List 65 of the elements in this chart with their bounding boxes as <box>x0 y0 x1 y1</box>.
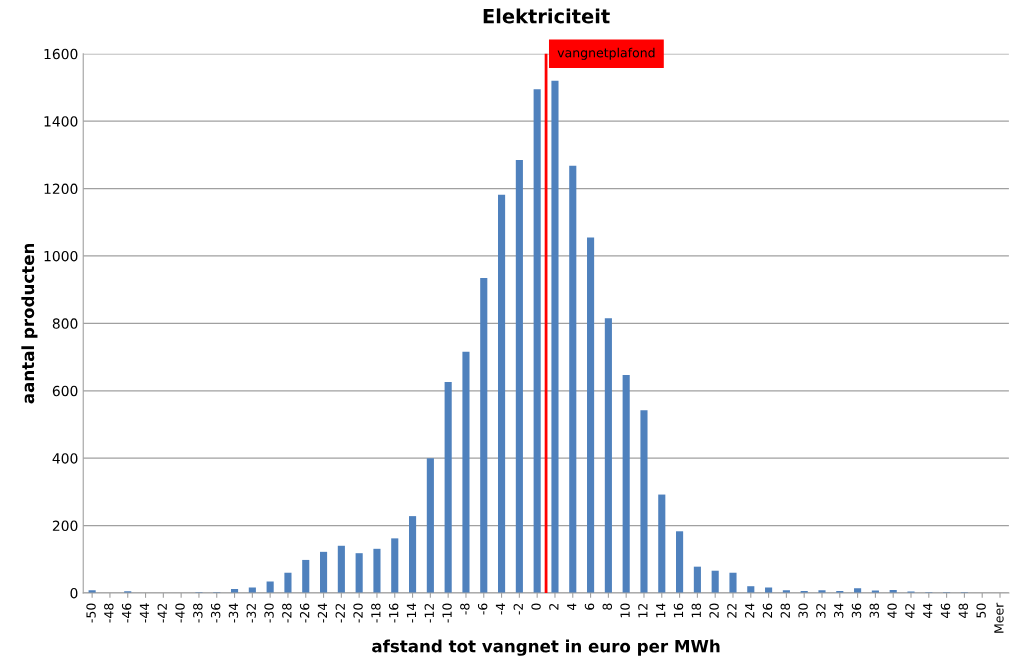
x-tick-label: 34 <box>833 603 844 618</box>
x-tick-label: -38 <box>193 603 203 623</box>
y-tick-label: 200 <box>52 520 78 532</box>
x-tick-label: 40 <box>887 603 897 618</box>
x-tick-label: -14 <box>406 603 417 623</box>
x-tick-label: -50 <box>86 603 96 623</box>
x-tick-label: 46 <box>940 603 951 618</box>
y-tick-label: 1600 <box>44 48 78 60</box>
x-tick-label: -6 <box>477 603 488 615</box>
x-tick-label: 18 <box>691 603 702 618</box>
x-tick-label: 38 <box>869 603 880 618</box>
x-tick-label: 0 <box>531 603 541 610</box>
y-tick-label: 1000 <box>44 250 78 262</box>
x-tick-label: -30 <box>264 603 274 623</box>
ref-line-label: vangnetplafond <box>557 47 655 60</box>
x-tick-label: 36 <box>851 603 862 618</box>
chart-title: Elektriciteit <box>483 8 610 24</box>
x-tick-label: -2 <box>513 603 523 615</box>
x-tick-label: 22 <box>727 603 737 618</box>
x-tick-label: 4 <box>567 603 577 611</box>
y-tick-label: 0 <box>70 587 78 599</box>
x-tick-label: 8 <box>602 603 612 610</box>
x-tick-label: -10 <box>442 603 452 623</box>
x-tick-label: 2 <box>549 603 559 610</box>
x-tick-label: 44 <box>923 603 933 618</box>
x-tick-label: 10 <box>620 603 630 618</box>
y-tick-label: 400 <box>52 453 78 464</box>
x-tick-label: -22 <box>335 603 345 623</box>
x-tick-label: -40 <box>175 603 185 623</box>
x-tick-label: -8 <box>460 603 470 615</box>
y-tick-label: 600 <box>52 385 78 397</box>
y-tick-label: 1200 <box>44 183 78 195</box>
x-tick-label: -48 <box>104 603 114 623</box>
x-axis-title: afstand tot vangnet in euro per MWh <box>372 639 720 656</box>
x-tick-label: 32 <box>816 603 826 618</box>
x-tick-label: -32 <box>246 603 256 623</box>
x-tick-label: 30 <box>798 603 808 618</box>
x-tick-label: -24 <box>317 603 327 623</box>
x-tick-label: 48 <box>958 603 969 618</box>
x-tick-label: 6 <box>584 603 595 610</box>
y-tick-label: 800 <box>52 318 78 329</box>
x-tick-label: 28 <box>780 603 791 618</box>
x-tick-label: -28 <box>282 603 292 623</box>
x-tick-label: 50 <box>976 603 986 618</box>
x-tick-label: 20 <box>709 603 719 618</box>
x-tick-label: 16 <box>673 603 684 618</box>
x-tick-label: -46 <box>121 603 132 623</box>
x-tick-label: 26 <box>762 603 773 618</box>
x-tick-label: 12 <box>638 603 648 618</box>
y-tick-label: 1400 <box>44 116 78 127</box>
x-tick-label: 42 <box>905 603 915 618</box>
x-tick-label: -12 <box>424 603 434 623</box>
x-tick-label: 14 <box>656 603 666 618</box>
x-tick-label: -4 <box>495 603 506 615</box>
y-axis-title: aantal producten <box>21 243 38 404</box>
x-tick-label: -18 <box>371 603 381 623</box>
x-tick-label: -36 <box>210 603 221 623</box>
x-tick-label: -42 <box>157 603 167 623</box>
x-tick-label: -34 <box>228 603 239 623</box>
x-tick-label: 24 <box>744 603 755 618</box>
x-tick-label: -44 <box>139 603 149 623</box>
x-tick-label: -20 <box>353 603 363 623</box>
x-tick-label: Meer <box>994 602 1004 633</box>
x-tick-label: -16 <box>388 603 399 623</box>
x-tick-label: -26 <box>299 603 310 623</box>
